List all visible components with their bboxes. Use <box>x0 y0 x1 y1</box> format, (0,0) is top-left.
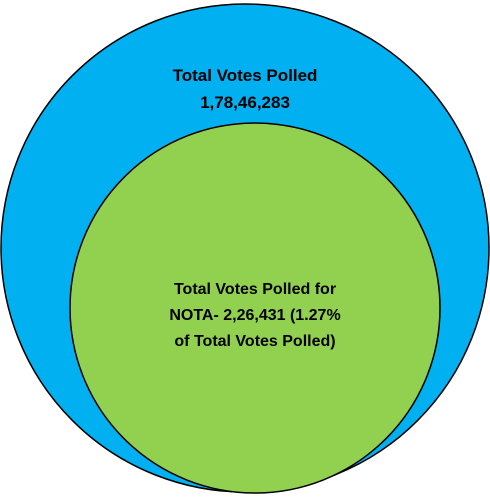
inner-line-3: of Total Votes Polled) <box>174 333 335 350</box>
inner-line-1: Total Votes Polled for <box>174 281 336 298</box>
inner-circle <box>69 122 441 494</box>
inner-line-2: NOTA- 2,26,431 (1.27% <box>169 307 340 324</box>
outer-value: 1,78,46,283 <box>200 93 290 112</box>
outer-title: Total Votes Polled <box>173 66 318 85</box>
